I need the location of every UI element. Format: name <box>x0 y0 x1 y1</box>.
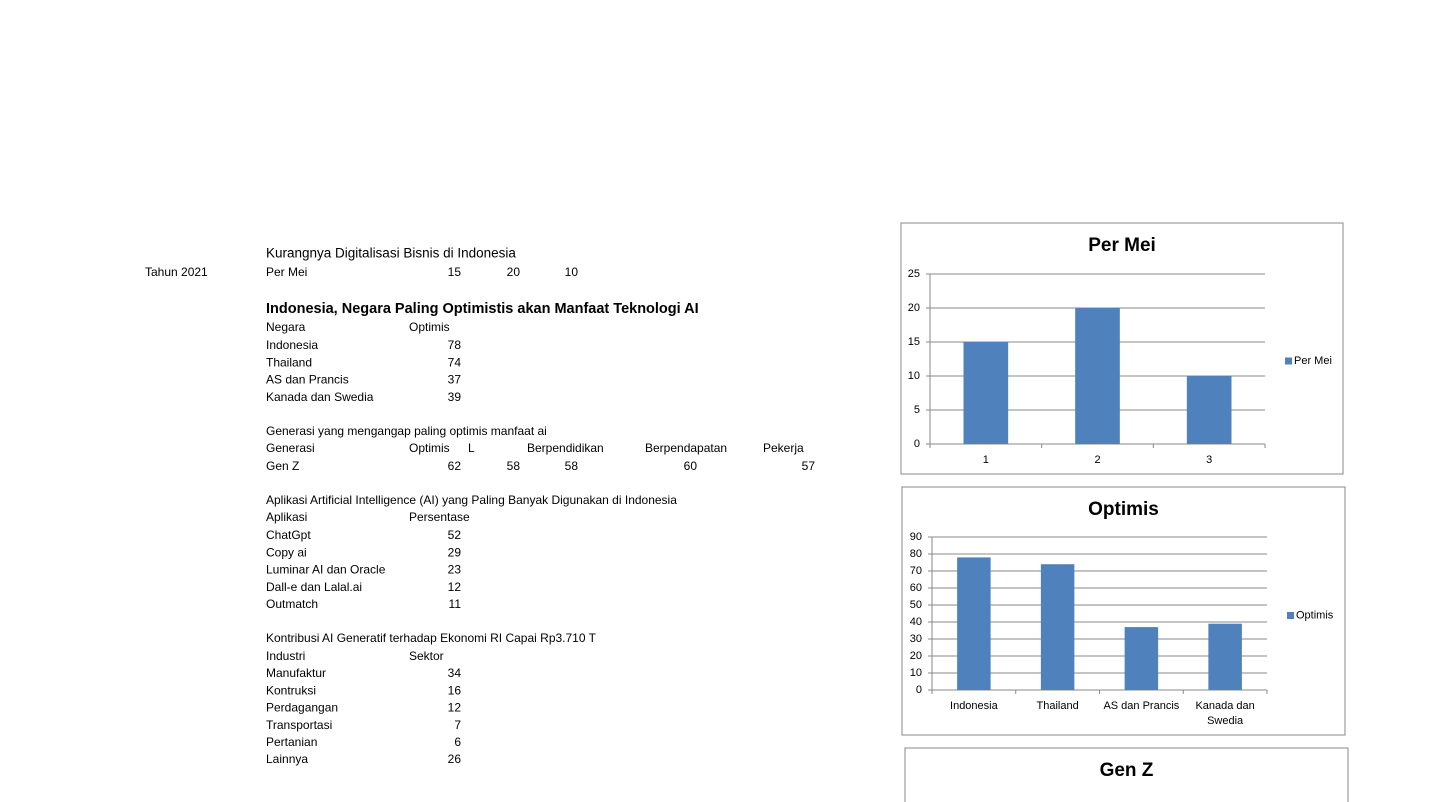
x-tick-label: 2 <box>1094 454 1100 466</box>
bar <box>957 557 991 690</box>
column-header: Industri <box>266 649 305 663</box>
cell-label: Luminar AI dan Oracle <box>266 563 386 577</box>
y-tick-label: 10 <box>908 370 920 382</box>
cell-number: 7 <box>454 718 461 732</box>
cell-number: 39 <box>448 390 462 404</box>
year-label: Tahun 2021 <box>145 265 208 279</box>
bar <box>1208 623 1242 690</box>
column-header: Generasi <box>266 441 315 455</box>
cell-number: 57 <box>802 459 816 473</box>
cell-label: Indonesia <box>266 338 318 352</box>
section-title: Aplikasi Artificial Intelligence (AI) ya… <box>266 493 677 507</box>
cell-number: 26 <box>448 752 462 766</box>
y-tick-label: 90 <box>910 531 922 543</box>
y-tick-label: 40 <box>910 616 922 628</box>
legend-swatch <box>1287 612 1294 619</box>
bar <box>1124 627 1159 690</box>
column-header: Persentase <box>409 510 470 524</box>
bar <box>1075 308 1120 444</box>
y-tick-label: 20 <box>910 650 922 662</box>
cell-number: 74 <box>448 355 462 369</box>
bar <box>1186 376 1232 444</box>
cell-number: 62 <box>448 459 462 473</box>
x-tick-label: Indonesia <box>950 700 999 712</box>
cell-number: 34 <box>448 666 462 680</box>
cell-number: 11 <box>449 597 462 611</box>
column-header: Pekerja <box>763 441 804 455</box>
cell-number: 16 <box>448 683 462 697</box>
y-tick-label: 50 <box>910 599 922 611</box>
legend-swatch <box>1285 357 1292 365</box>
x-tick-label: AS dan Prancis <box>1103 700 1179 712</box>
y-tick-label: 0 <box>914 438 920 450</box>
cell-label: Dall-e dan Lalal.ai <box>266 580 362 594</box>
y-tick-label: 60 <box>910 582 922 594</box>
cell-label: Outmatch <box>266 597 318 611</box>
x-tick-label: Thailand <box>1037 700 1079 712</box>
cell-label: Thailand <box>266 355 312 369</box>
chart-frame <box>904 747 1349 802</box>
cell-label: Transportasi <box>266 718 332 732</box>
cell-label: AS dan Prancis <box>266 373 349 387</box>
section-title: Generasi yang mengangap paling optimis m… <box>266 424 547 438</box>
y-tick-label: 25 <box>908 268 920 280</box>
cell-number: 58 <box>565 459 579 473</box>
cell-label: Manufaktur <box>266 666 326 680</box>
y-tick-label: 10 <box>910 667 922 679</box>
cell-label: Copy ai <box>266 545 307 559</box>
cell-number: 20 <box>507 265 521 279</box>
chart-title: Gen Z <box>1100 760 1154 781</box>
cell-label: Pertanian <box>266 735 317 749</box>
cell-label: ChatGpt <box>266 528 311 542</box>
section-title: Kontribusi AI Generatif terhadap Ekonomi… <box>266 631 597 645</box>
column-header: Berpendidikan <box>527 441 604 455</box>
section-title: Indonesia, Negara Paling Optimistis akan… <box>266 301 699 317</box>
bar <box>963 342 1009 444</box>
cell-label: Kanada dan Swedia <box>266 390 374 404</box>
cell-number: 15 <box>448 265 462 279</box>
cell-label: Perdagangan <box>266 701 338 715</box>
cell-number: 10 <box>565 265 579 279</box>
cell-number: 52 <box>448 528 462 542</box>
cell-number: 60 <box>684 459 698 473</box>
y-tick-label: 30 <box>910 633 922 645</box>
cell-number: 37 <box>448 373 462 387</box>
cell-number: 6 <box>454 735 461 749</box>
cell-label: Lainnya <box>266 752 308 766</box>
column-header: Negara <box>266 320 306 334</box>
cell-number: 78 <box>448 338 462 352</box>
y-tick-label: 20 <box>908 302 920 314</box>
cell-number: 12 <box>448 580 462 594</box>
cell-number: 12 <box>448 701 462 715</box>
y-tick-label: 80 <box>910 548 922 560</box>
legend-label: Optimis <box>1296 609 1334 621</box>
cell-label: Gen Z <box>266 459 299 473</box>
x-tick-label: 1 <box>983 454 989 466</box>
column-header: Optimis <box>409 441 450 455</box>
column-header: L <box>468 441 475 455</box>
column-header: Aplikasi <box>266 510 307 524</box>
cell-number: 58 <box>507 459 521 473</box>
column-header: Berpendapatan <box>645 441 727 455</box>
bar <box>1040 564 1075 690</box>
y-tick-label: 15 <box>908 336 920 348</box>
x-tick-label: Kanada dan Swedia <box>1195 700 1254 727</box>
cell-number: 29 <box>448 545 462 559</box>
column-header: Sektor <box>409 649 444 663</box>
cell-label: Kontruksi <box>266 683 316 697</box>
x-tick-label: 3 <box>1206 454 1212 466</box>
y-tick-label: 5 <box>914 404 920 416</box>
chart-title: Per Mei <box>1088 235 1156 256</box>
column-header: Optimis <box>409 320 450 334</box>
cell-label: Per Mei <box>266 265 307 279</box>
chart-title: Optimis <box>1088 499 1159 520</box>
section-title: Kurangnya Digitalisasi Bisnis di Indones… <box>266 246 516 261</box>
legend-label: Per Mei <box>1294 355 1332 367</box>
y-tick-label: 70 <box>910 565 922 577</box>
y-tick-label: 0 <box>916 684 922 696</box>
cell-number: 23 <box>448 563 462 577</box>
